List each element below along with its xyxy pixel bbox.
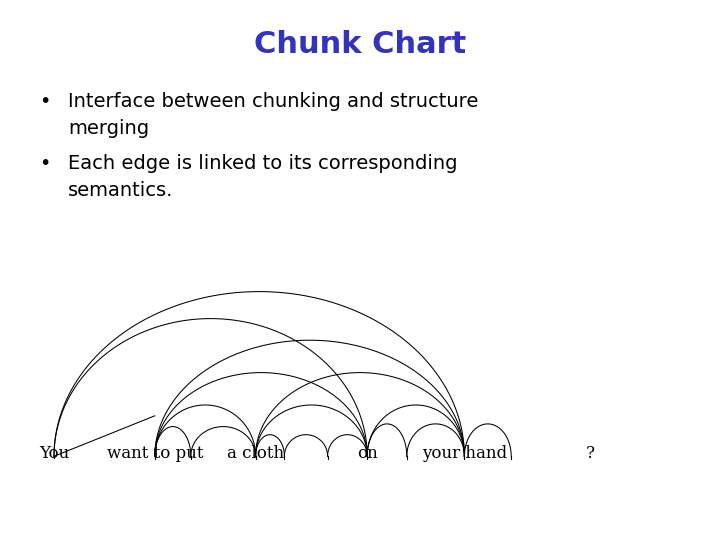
Text: Each edge is linked to its corresponding: Each edge is linked to its corresponding: [68, 154, 458, 173]
Text: merging: merging: [68, 119, 150, 138]
Text: want to put: want to put: [107, 445, 203, 462]
Text: semantics.: semantics.: [68, 181, 174, 200]
Text: •: •: [40, 92, 51, 111]
Text: Interface between chunking and structure: Interface between chunking and structure: [68, 92, 479, 111]
Text: •: •: [40, 154, 51, 173]
Text: You: You: [39, 445, 69, 462]
Text: a cloth: a cloth: [227, 445, 284, 462]
Text: Chunk Chart: Chunk Chart: [254, 30, 466, 59]
Text: on: on: [357, 445, 377, 462]
Text: your hand: your hand: [422, 445, 507, 462]
Text: ?: ?: [586, 445, 595, 462]
